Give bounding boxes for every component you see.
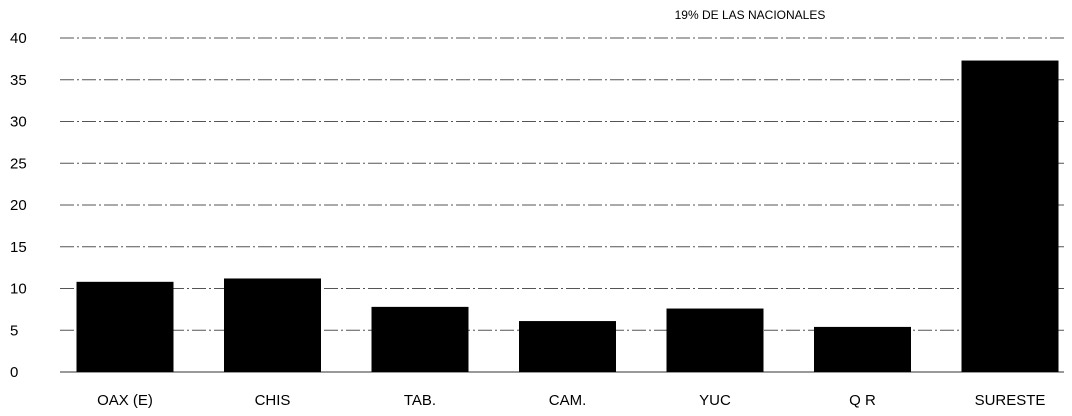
bars — [76, 60, 1059, 373]
bar — [666, 308, 764, 372]
y-tick-label: 15 — [10, 239, 27, 256]
x-category-label: OAX (E) — [97, 392, 153, 409]
y-tick-label: 10 — [10, 281, 27, 298]
x-category-label: YUC — [699, 392, 731, 409]
y-tick-label: 25 — [10, 155, 27, 172]
y-axis-ticks: 0 5 10 15 20 25 30 35 40 — [10, 30, 27, 381]
y-tick-label: 5 — [10, 322, 18, 339]
y-tick-label: 30 — [10, 114, 27, 131]
y-tick-label: 35 — [10, 72, 27, 89]
x-category-label: CAM. — [549, 392, 587, 409]
bar — [961, 60, 1059, 373]
x-axis-labels: OAX (E) CHIS TAB. CAM. YUC Q R SURESTE — [97, 392, 1045, 409]
bar — [371, 306, 469, 372]
bar — [224, 278, 321, 372]
y-tick-label: 0 — [10, 364, 18, 381]
x-category-label: CHIS — [255, 392, 291, 409]
bar — [519, 321, 616, 372]
y-tick-label: 20 — [10, 197, 27, 214]
y-tick-label: 40 — [10, 30, 27, 47]
x-category-label: TAB. — [404, 392, 436, 409]
bar — [814, 326, 911, 372]
x-category-label: Q R — [849, 392, 876, 409]
x-category-label: SURESTE — [975, 392, 1046, 409]
chart-annotation: 19% DE LAS NACIONALES — [675, 8, 826, 22]
bar — [76, 281, 174, 372]
